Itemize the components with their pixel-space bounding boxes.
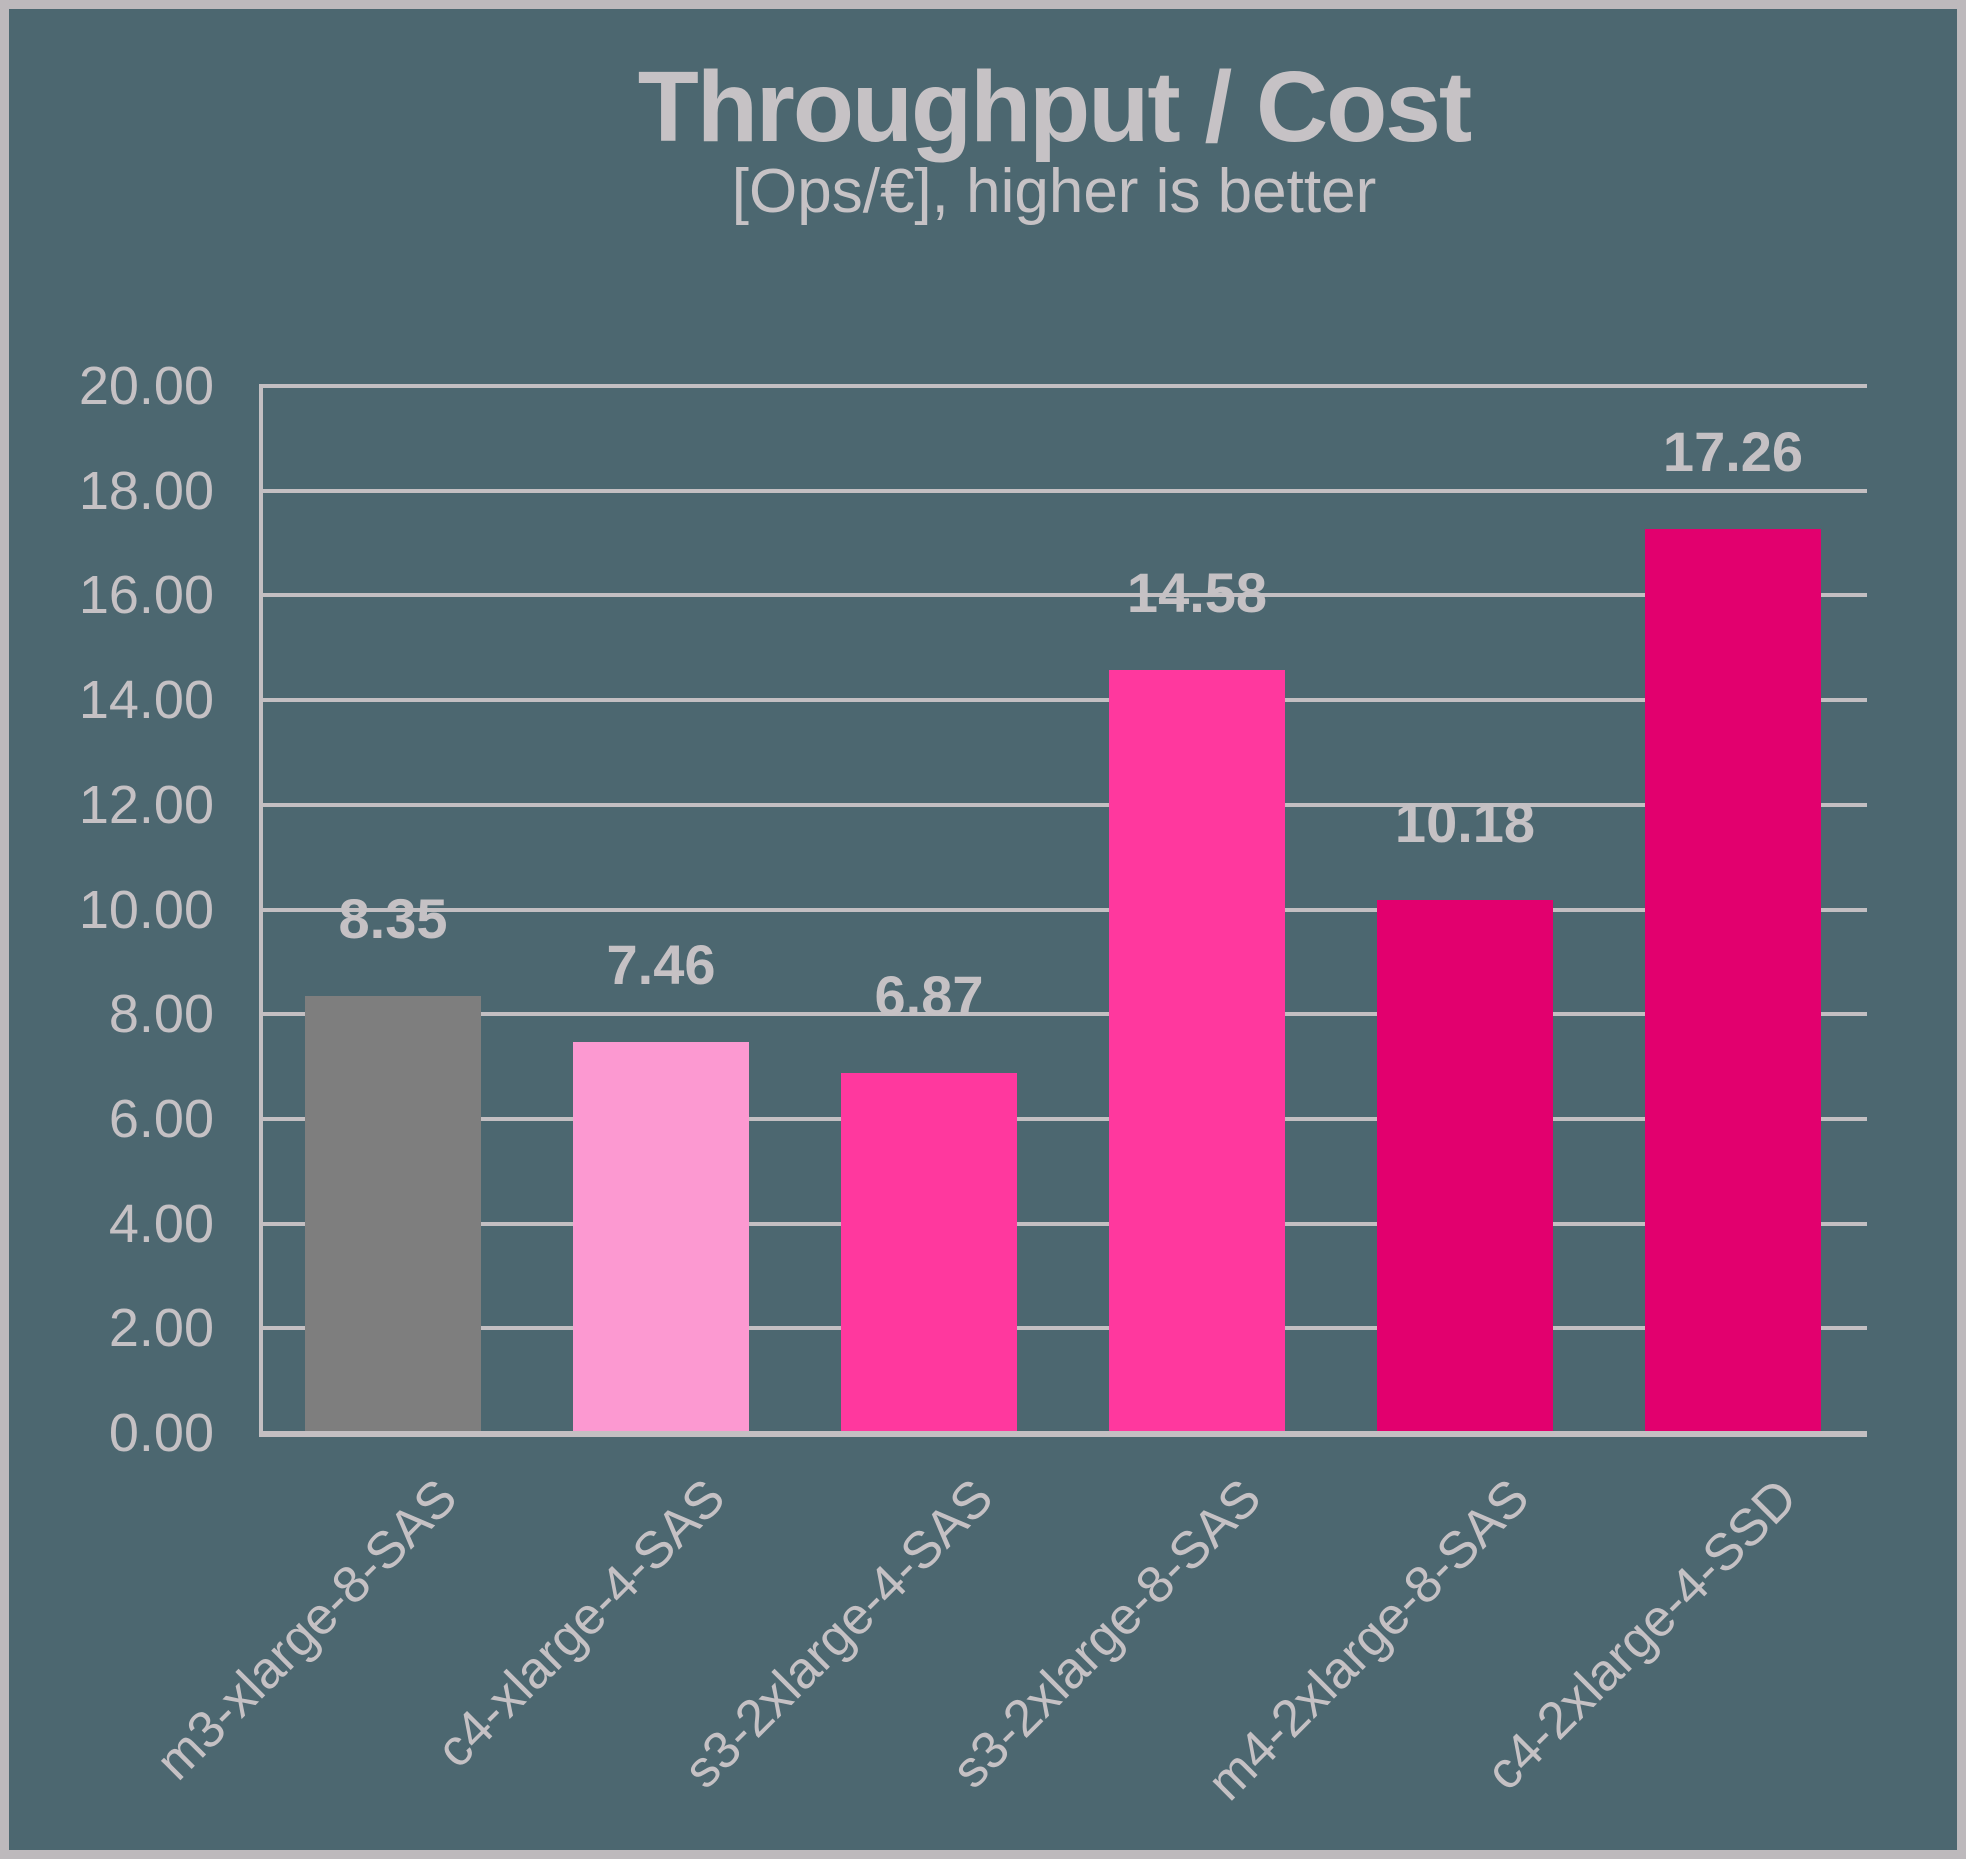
bar-value-label: 6.87	[874, 964, 984, 1027]
gridline	[259, 488, 1867, 493]
chart-subtitle: [Ops/€], higher is better	[731, 157, 1377, 226]
y-axis-tick-label: 4.00	[108, 1193, 214, 1254]
bar-value-label: 14.58	[1126, 561, 1268, 624]
bar	[305, 996, 481, 1433]
gridline	[259, 907, 1867, 912]
y-axis-tick-label: 18.00	[78, 460, 214, 521]
bar	[573, 1042, 749, 1433]
gridline	[259, 1326, 1867, 1331]
gridline	[259, 593, 1867, 598]
bar	[841, 1073, 1017, 1433]
y-axis-tick-label: 2.00	[108, 1298, 214, 1359]
bar	[1377, 900, 1553, 1433]
bar-value-label: 17.26	[1662, 420, 1804, 483]
y-axis-tick-label: 6.00	[108, 1088, 214, 1149]
chart-title: Throughput / Cost	[637, 51, 1472, 163]
x-axis-line	[259, 1431, 1867, 1437]
bar-value-label: 8.35	[338, 887, 448, 950]
bar	[1109, 670, 1285, 1433]
gridline	[259, 1012, 1867, 1017]
y-axis-tick-label: 0.00	[108, 1403, 214, 1463]
gridline	[259, 1116, 1867, 1121]
gridline	[259, 1221, 1867, 1226]
bar	[1645, 529, 1821, 1433]
gridline	[259, 698, 1867, 703]
y-axis-tick-label: 10.00	[78, 879, 214, 940]
y-axis-tick-label: 8.00	[108, 984, 214, 1045]
bar-value-label: 7.46	[606, 933, 716, 996]
gridline	[259, 802, 1867, 807]
y-axis-tick-label: 16.00	[78, 565, 214, 626]
y-axis-tick-label: 14.00	[78, 670, 214, 731]
x-axis-category-label: c4-2xlarge-4-SSD	[1475, 1468, 1809, 1802]
y-axis-tick-label: 20.00	[78, 356, 214, 416]
bar-value-label: 10.18	[1394, 791, 1536, 854]
y-axis-tick-label: 12.00	[78, 774, 214, 835]
y-axis-line	[259, 386, 263, 1433]
gridline	[259, 384, 1867, 388]
